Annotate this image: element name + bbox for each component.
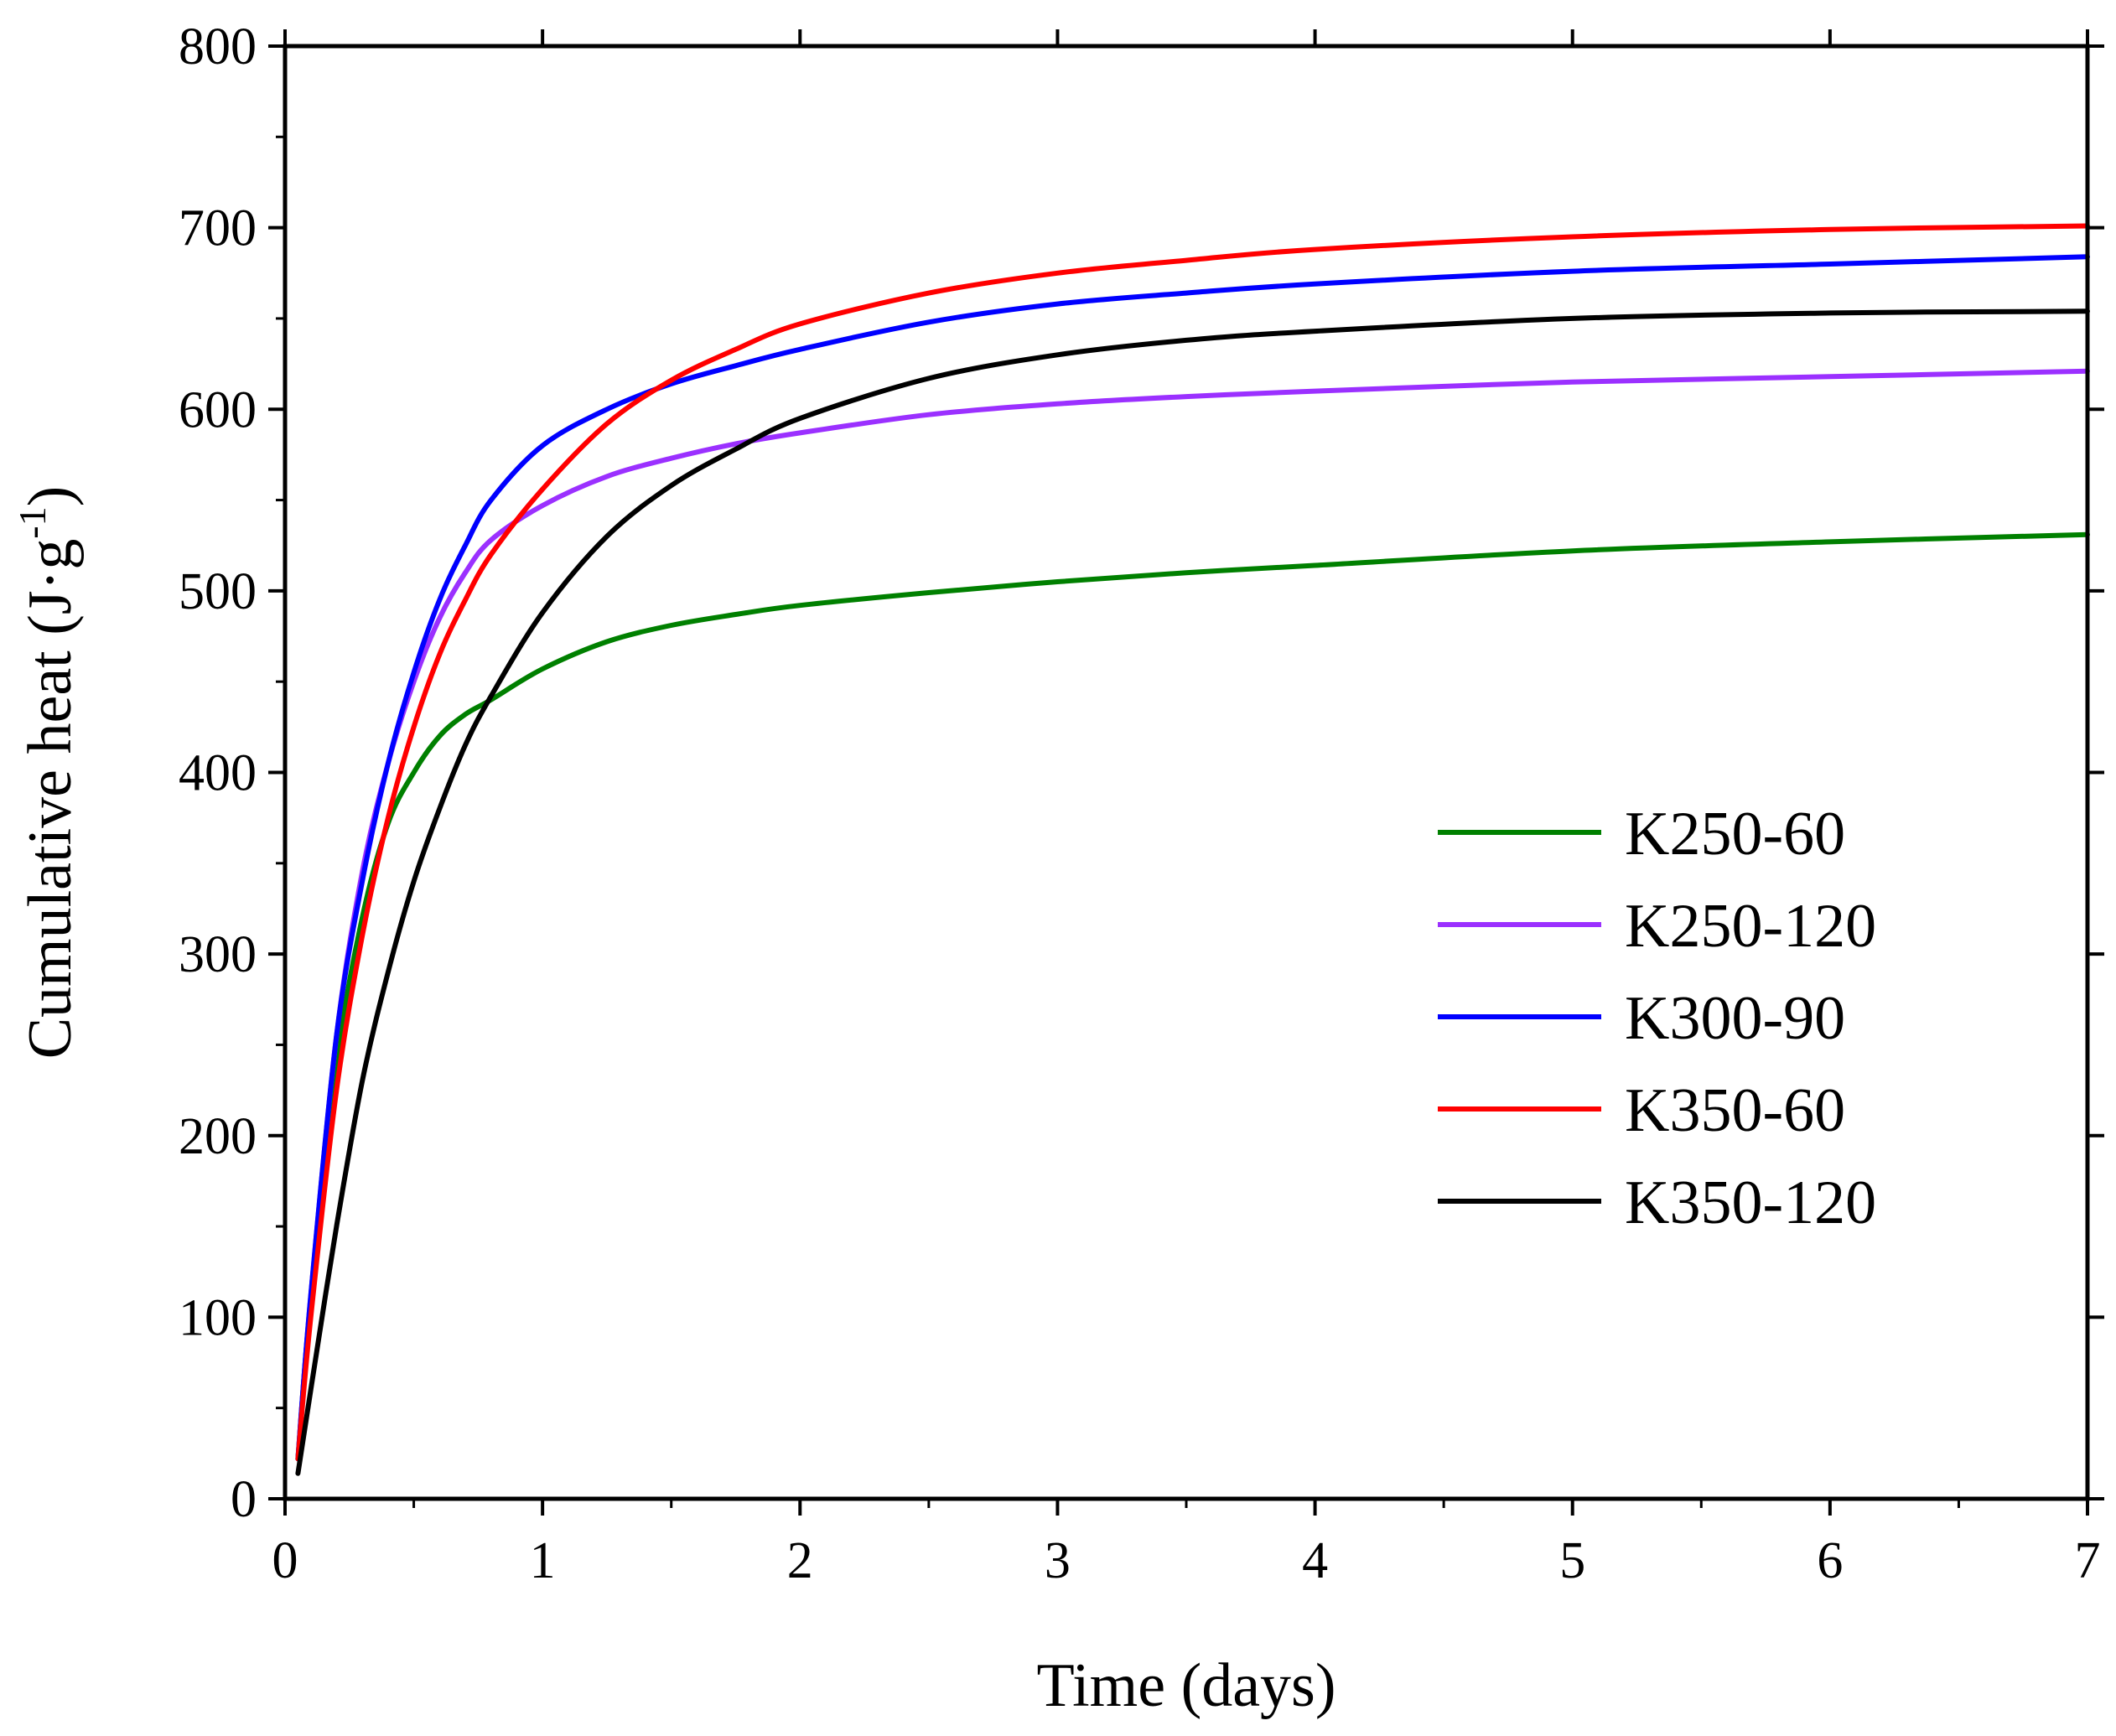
x-tick-label: 2 [787,1532,813,1589]
series-line-k350-60 [295,223,2090,1462]
y-tick-label: 500 [179,563,257,620]
y-tick-label: 400 [179,745,257,802]
legend-label-k300-90: K300-90 [1625,984,1845,1053]
x-tick-label: 3 [1045,1532,1071,1589]
x-tick-label: 5 [1559,1532,1585,1589]
series-line-k350-120 [295,308,2090,1476]
y-tick-label: 200 [179,1108,257,1165]
x-tick-label: 6 [1817,1532,1843,1589]
y-tick-label: 100 [179,1289,257,1346]
y-tick-label: 800 [179,18,257,75]
y-tick-label: 600 [179,381,257,438]
x-tick-label: 4 [1302,1532,1328,1589]
y-tick-label: 300 [179,926,257,983]
y-axis-title-exponent: -1 [11,506,54,538]
x-axis-title: Time (days) [1037,1651,1336,1720]
legend: K250-60 K250-120 K300-90 K350-60 K350-120 [1438,800,1876,1237]
y-axis-title-base: Cumulative heat (J·g [16,539,85,1060]
legend-label-k250-120: K250-120 [1625,892,1876,961]
axes-group: 0 1 2 3 4 5 6 7 0 100 200 300 400 500 600 700 800 [179,18,2104,1589]
y-tick-label: 700 [179,200,257,257]
x-tick-label: 0 [272,1532,298,1589]
x-tick-label: 7 [2075,1532,2101,1589]
legend-label-k250-60: K250-60 [1625,800,1845,868]
y-axis-title: Cumulative heat (J·g-1) [11,486,85,1060]
y-tick-label: 0 [231,1471,257,1528]
legend-label-k350-60: K350-60 [1625,1076,1845,1145]
y-axis-title-close: ) [16,486,85,507]
series-group [295,223,2090,1476]
series-line-k250-60 [295,531,2090,1462]
x-tick-label: 1 [530,1532,556,1589]
legend-label-k350-120: K350-120 [1625,1169,1876,1237]
